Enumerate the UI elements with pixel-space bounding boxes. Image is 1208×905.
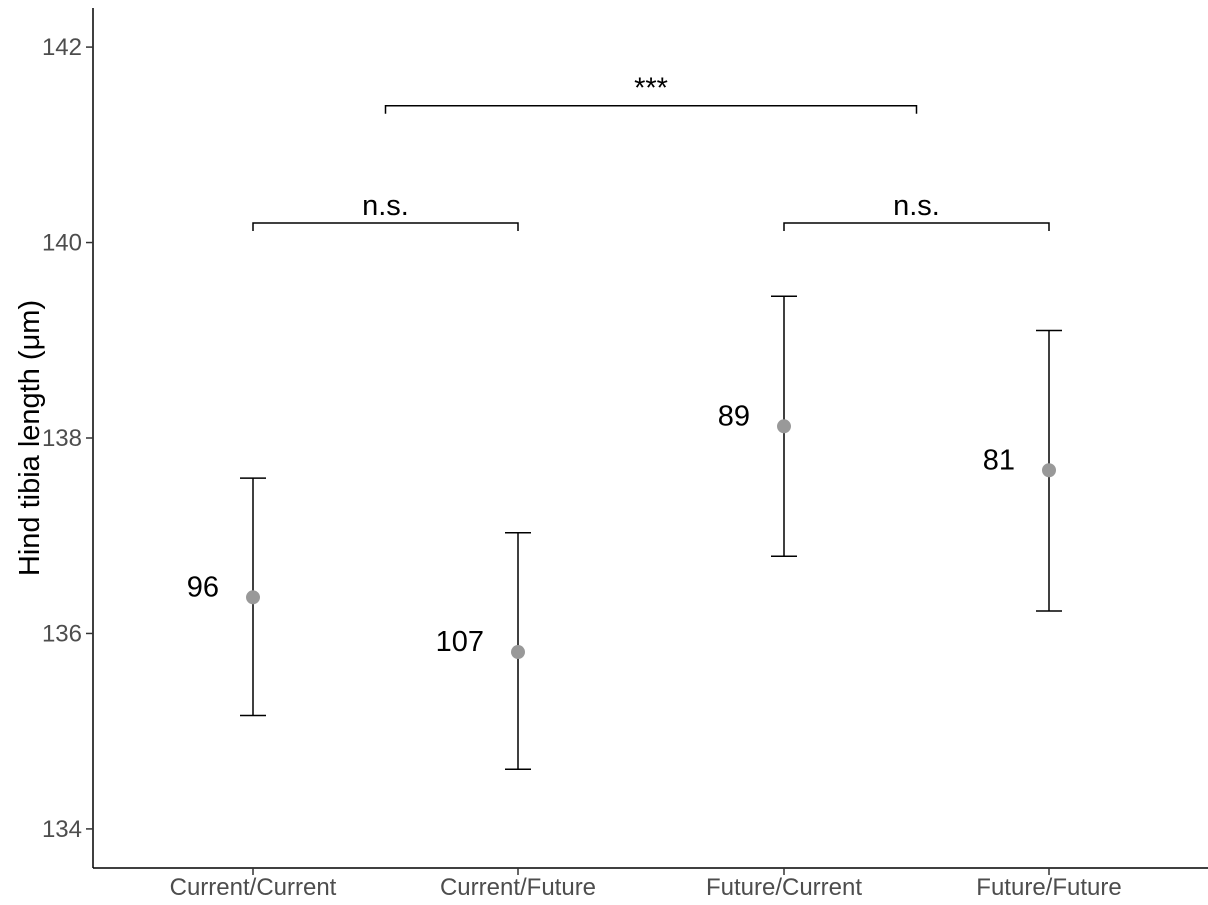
x-tick-label: Current/Future xyxy=(440,874,596,901)
series: 96 107 89 81 xyxy=(187,295,1062,771)
significance-label: *** xyxy=(634,73,668,105)
x-tick-label: Current/Current xyxy=(170,874,337,901)
sample-size-label: 81 xyxy=(983,444,1015,476)
significance-bracket xyxy=(783,222,1050,231)
x-ticks: Current/Current Current/Future Future/Curr… xyxy=(170,868,1122,901)
y-tick-label: 136 xyxy=(42,620,82,647)
mean-point xyxy=(511,645,525,660)
significance-brackets: n.s. n.s. *** xyxy=(252,73,1050,231)
y-tick-label: 138 xyxy=(42,425,82,452)
significance-bracket xyxy=(252,222,519,231)
significance-bracket xyxy=(384,104,918,114)
significance-label: n.s. xyxy=(893,190,940,222)
x-tick-label: Future/Future xyxy=(976,874,1121,901)
y-tick-label: 140 xyxy=(42,230,82,257)
y-axis-title: Hind tibia length (μm) xyxy=(14,300,46,576)
mean-point xyxy=(777,419,791,434)
mean-point xyxy=(1042,463,1056,478)
sample-size-label: 107 xyxy=(436,626,484,658)
axes xyxy=(92,8,1208,869)
sample-size-label: 89 xyxy=(718,400,750,432)
sample-size-label: 96 xyxy=(187,571,219,603)
y-tick-label: 134 xyxy=(42,816,82,843)
mean-point xyxy=(246,590,260,605)
x-tick-label: Future/Current xyxy=(706,874,862,901)
y-ticks: 134 136 138 140 142 xyxy=(42,34,93,843)
y-tick-label: 142 xyxy=(42,34,82,61)
significance-label: n.s. xyxy=(362,190,409,222)
